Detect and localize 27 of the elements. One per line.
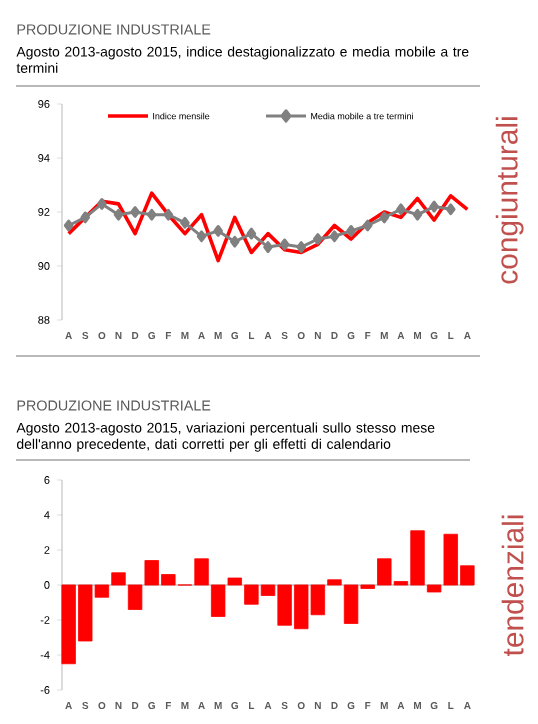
point bbox=[346, 225, 356, 237]
point bbox=[412, 208, 423, 221]
point bbox=[296, 241, 307, 253]
point bbox=[313, 233, 323, 245]
text: tendenziali bbox=[501, 515, 524, 657]
point bbox=[379, 211, 390, 224]
point bbox=[229, 235, 240, 248]
text: congiunturali bbox=[495, 117, 524, 284]
point bbox=[97, 198, 107, 210]
point bbox=[113, 208, 124, 221]
point bbox=[396, 203, 406, 216]
point bbox=[180, 216, 190, 229]
point bbox=[63, 219, 74, 232]
point bbox=[196, 230, 207, 243]
point bbox=[445, 203, 456, 216]
point bbox=[146, 208, 157, 221]
point bbox=[329, 230, 340, 243]
point bbox=[362, 219, 373, 232]
point bbox=[246, 227, 257, 240]
point bbox=[213, 225, 223, 237]
point bbox=[80, 211, 91, 224]
point bbox=[279, 238, 290, 251]
point bbox=[130, 206, 140, 218]
line-series bbox=[66, 191, 470, 263]
point bbox=[429, 200, 439, 213]
point bbox=[263, 241, 273, 253]
point bbox=[163, 208, 174, 221]
